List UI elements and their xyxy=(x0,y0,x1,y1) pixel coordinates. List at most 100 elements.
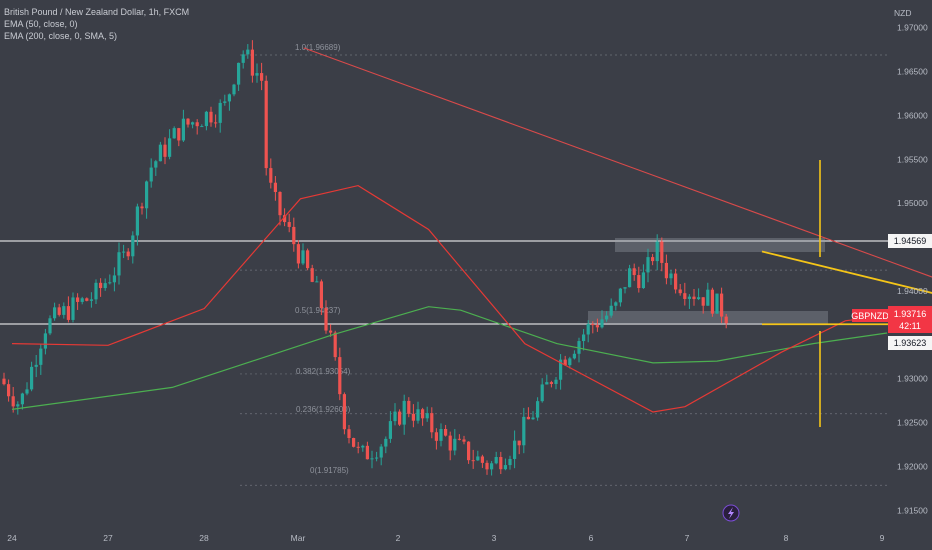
candle-body xyxy=(609,305,613,316)
demand-zone xyxy=(588,311,828,324)
candle-body xyxy=(632,268,636,276)
x-tick-label: 27 xyxy=(103,533,113,543)
resistance-price-text: 1.94569 xyxy=(894,236,927,246)
candle-body xyxy=(572,353,576,359)
candle-body xyxy=(250,49,254,76)
candle-body xyxy=(25,389,29,394)
y-tick-label: 1.94000 xyxy=(897,286,928,296)
candle-body xyxy=(545,382,549,385)
candle-body xyxy=(264,80,268,169)
candle-body xyxy=(163,144,167,157)
y-tick-label: 1.91500 xyxy=(897,505,928,515)
candle-body xyxy=(522,416,526,446)
candle-body xyxy=(600,319,604,328)
candle-body xyxy=(462,439,466,442)
candle-body xyxy=(715,293,719,314)
candle-body xyxy=(292,226,296,245)
candle-body xyxy=(319,281,323,309)
candle-body xyxy=(99,282,103,289)
candle-body xyxy=(306,250,310,269)
candle-body xyxy=(16,404,20,407)
fib-level-label: 0(1.91785) xyxy=(310,466,349,475)
candle-body xyxy=(457,438,461,440)
flash-icon[interactable] xyxy=(722,504,740,522)
candle-body xyxy=(43,333,47,349)
candle-body xyxy=(39,348,43,365)
symbol-tag xyxy=(852,309,888,322)
candle-body xyxy=(246,49,250,55)
candle-body xyxy=(296,244,300,264)
candle-body xyxy=(347,429,351,439)
candle-body xyxy=(209,111,213,123)
x-tick-label: 28 xyxy=(199,533,209,543)
candle-body xyxy=(687,296,691,299)
candle-body xyxy=(287,222,291,227)
candle-body xyxy=(149,167,153,182)
candle-body xyxy=(388,421,392,439)
legend-ema200: EMA (200, close, 0, SMA, 5) xyxy=(4,31,118,41)
candle-body xyxy=(513,440,517,459)
candle-body xyxy=(34,364,38,367)
candle-body xyxy=(407,400,411,414)
candle-body xyxy=(614,302,618,306)
supply-demand-zones xyxy=(588,238,828,324)
x-tick-label: 24 xyxy=(7,533,17,543)
candle-body xyxy=(218,102,222,123)
legend-symbol: British Pound / New Zealand Dollar, 1h, … xyxy=(4,7,190,17)
candle-body xyxy=(375,457,379,459)
ema200-line xyxy=(11,306,888,410)
candle-body xyxy=(283,215,287,223)
candle-body xyxy=(628,268,632,288)
candle-body xyxy=(398,411,402,425)
candle-body xyxy=(467,441,471,461)
candle-body xyxy=(701,297,705,306)
candle-body xyxy=(416,409,420,421)
candle-body xyxy=(508,458,512,466)
candle-body xyxy=(554,379,558,384)
candle-body xyxy=(48,318,52,334)
candle-body xyxy=(618,288,622,303)
trendlines[interactable] xyxy=(303,47,932,333)
candle-body xyxy=(448,435,452,451)
candle-body xyxy=(315,281,319,283)
candle-body xyxy=(352,438,356,447)
flash-bolt xyxy=(728,507,734,519)
candle-body xyxy=(76,297,80,302)
ema-lines xyxy=(11,184,888,413)
candle-body xyxy=(260,73,264,81)
candle-body xyxy=(586,323,590,335)
candle-body xyxy=(370,458,374,460)
candle-body xyxy=(605,315,609,320)
candle-body xyxy=(637,275,641,289)
candle-body xyxy=(664,262,668,279)
candle-body xyxy=(2,378,6,385)
candle-body xyxy=(430,413,434,433)
candle-body xyxy=(89,299,93,301)
last-price-tag xyxy=(888,306,932,333)
candle-body xyxy=(140,206,144,209)
candle-body xyxy=(517,440,521,446)
price-axis[interactable]: NZD 1.97000 1.96500 1.96000 1.95500 1.95000 1.… xyxy=(894,8,928,515)
candle-body xyxy=(591,323,595,326)
candle-body xyxy=(641,272,645,289)
last-price-text: 1.93716 xyxy=(894,309,927,319)
candle-body xyxy=(103,283,107,289)
candle-body xyxy=(338,357,342,395)
candle-body xyxy=(582,334,586,342)
candle-body xyxy=(85,298,89,301)
time-axis[interactable]: 24 27 28 Mar 2 3 6 7 8 9 xyxy=(7,533,884,543)
candle-body xyxy=(531,417,535,420)
axis-currency: NZD xyxy=(894,8,911,18)
candle-body xyxy=(324,308,328,331)
candle-body xyxy=(365,445,369,460)
x-tick-label: 9 xyxy=(880,533,885,543)
triangle-upper-line xyxy=(761,250,932,294)
chart-legend[interactable]: British Pound / New Zealand Dollar, 1h, … xyxy=(4,6,189,42)
candle-body xyxy=(342,394,346,430)
candle-body xyxy=(471,460,475,462)
candle-body xyxy=(678,289,682,294)
candle-body xyxy=(53,307,57,319)
x-tick-label: 8 xyxy=(784,533,789,543)
candle-body xyxy=(444,428,448,436)
